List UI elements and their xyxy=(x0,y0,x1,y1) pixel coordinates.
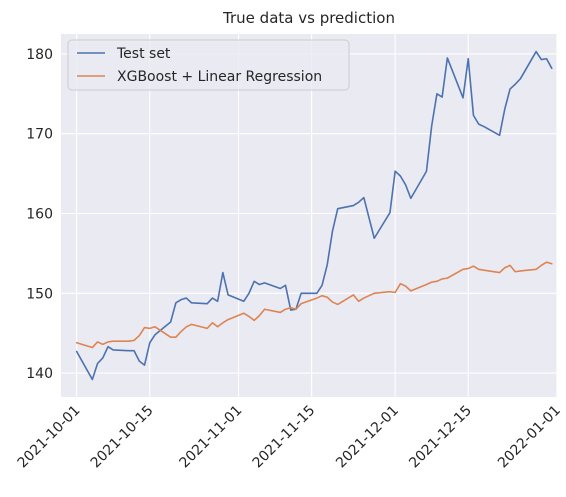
plot-background xyxy=(61,34,557,397)
x-tick-label: 2022-01-01 xyxy=(495,403,564,472)
legend-label: XGBoost + Linear Regression xyxy=(117,69,322,85)
y-tick-label: 140 xyxy=(26,366,53,382)
x-tick-label: 2021-10-15 xyxy=(88,403,157,472)
y-tick-label: 160 xyxy=(26,207,53,223)
x-tick-label: 2021-12-01 xyxy=(333,403,402,472)
x-tick-label: 2021-11-01 xyxy=(176,403,245,472)
series-layer xyxy=(75,50,553,381)
series-1 xyxy=(75,50,553,381)
series-2 xyxy=(75,261,553,349)
x-tick-label: 2021-10-01 xyxy=(15,403,84,472)
chart-title: True data vs prediction xyxy=(222,9,395,27)
series-line xyxy=(75,50,553,381)
x-tick-label: 2021-11-15 xyxy=(250,403,319,472)
legend: Test set XGBoost + Linear Regression xyxy=(67,39,350,91)
y-tick-label: 150 xyxy=(26,286,53,302)
y-tick-label: 180 xyxy=(26,47,53,63)
series-line xyxy=(75,261,553,349)
legend-label: Test set xyxy=(116,46,171,62)
y-axis-ticks: 140 150 160 170 180 xyxy=(26,47,53,382)
legend-box xyxy=(67,39,350,91)
x-axis-ticks: 2021-10-01 2021-10-15 2021-11-01 2021-11-15… xyxy=(15,403,564,472)
y-tick-label: 170 xyxy=(26,127,53,143)
x-tick-label: 2021-12-15 xyxy=(406,403,475,472)
